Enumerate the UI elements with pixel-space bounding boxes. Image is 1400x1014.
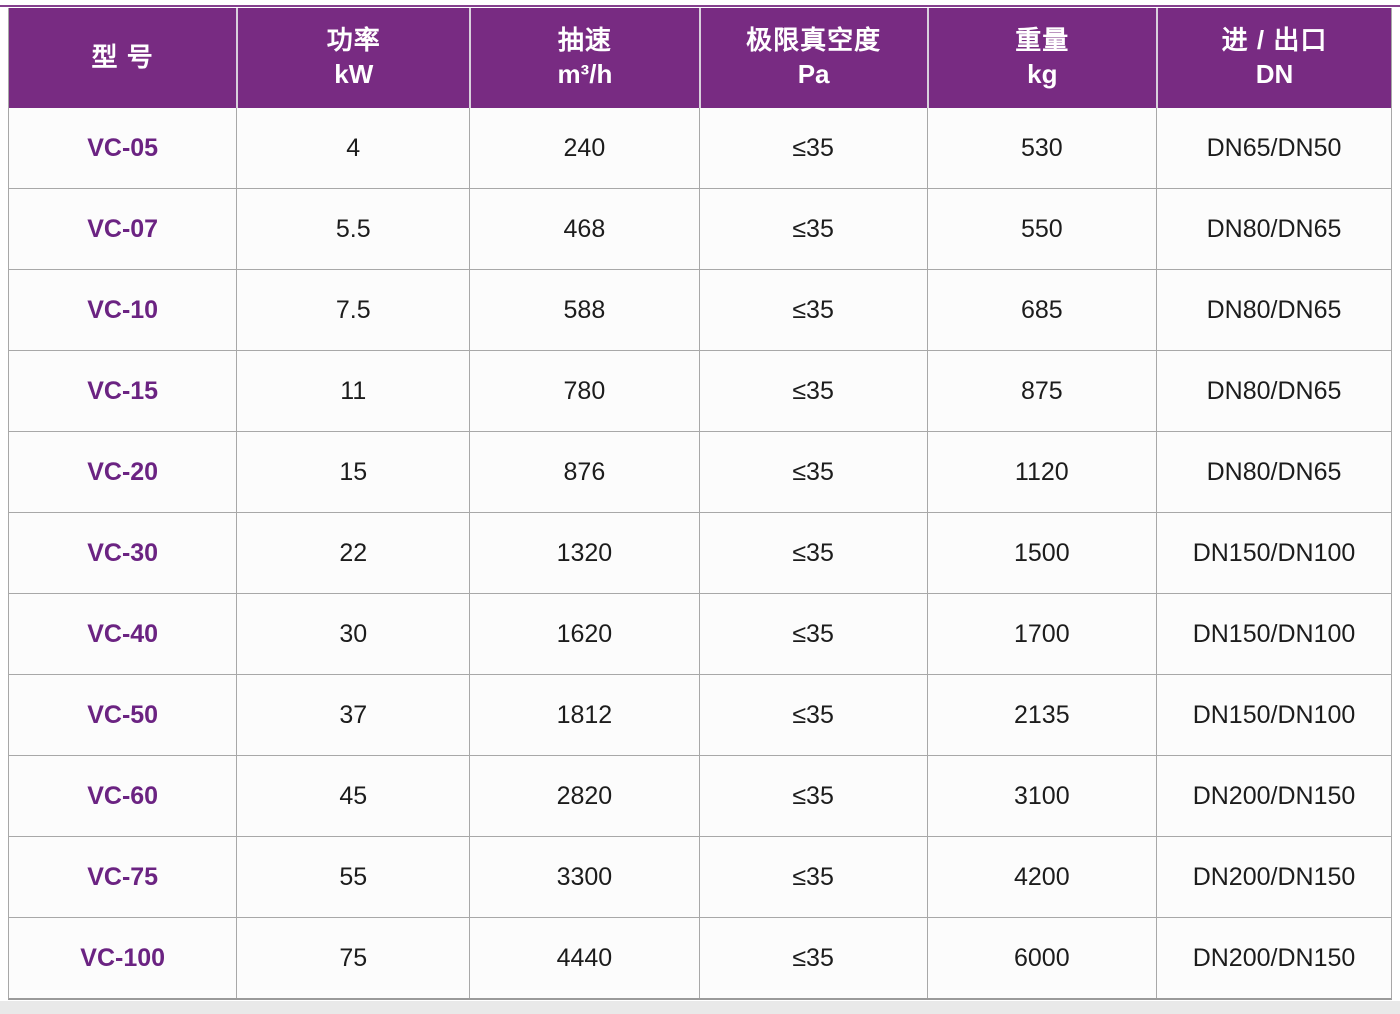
- cell-vacuum: ≤35: [698, 189, 927, 269]
- cell-power: 75: [236, 918, 469, 998]
- cell-ports: DN80/DN65: [1156, 270, 1391, 350]
- header-unit: kW: [334, 59, 374, 89]
- header-title: 重量: [1015, 25, 1070, 56]
- cell-ports: DN150/DN100: [1156, 513, 1391, 593]
- cell-vacuum: ≤35: [698, 756, 927, 836]
- cell-vacuum: ≤35: [698, 837, 927, 917]
- cell-weight: 875: [926, 351, 1156, 431]
- cell-power: 45: [236, 756, 469, 836]
- cell-vacuum: ≤35: [698, 351, 927, 431]
- table-row: VC-07 5.5 468 ≤35 550 DN80/DN65: [9, 188, 1391, 269]
- cell-model: VC-60: [87, 781, 159, 810]
- cell-model: VC-75: [87, 862, 159, 891]
- table-row: VC-100 75 4440 ≤35 6000 DN200/DN150: [9, 917, 1391, 998]
- cell-ports: DN80/DN65: [1156, 189, 1391, 269]
- cell-weight: 2135: [926, 675, 1156, 755]
- header-cell: 型 号: [9, 8, 236, 108]
- cell-model: VC-10: [87, 295, 159, 324]
- cell-power: 11: [236, 351, 469, 431]
- table-header-row: 型 号 功率 kW 抽速 m³/h 极限真空度 Pa 重量 kg 进 / 出口 …: [9, 8, 1391, 108]
- table-row: VC-50 37 1812 ≤35 2135 DN150/DN100: [9, 674, 1391, 755]
- cell-vacuum: ≤35: [698, 594, 927, 674]
- cell-speed: 1320: [469, 513, 698, 593]
- cell-speed: 4440: [469, 918, 698, 998]
- cell-ports: DN80/DN65: [1156, 432, 1391, 512]
- table-row: VC-20 15 876 ≤35 1120 DN80/DN65: [9, 431, 1391, 512]
- cell-ports: DN80/DN65: [1156, 351, 1391, 431]
- table-row: VC-40 30 1620 ≤35 1700 DN150/DN100: [9, 593, 1391, 674]
- cell-speed: 1620: [469, 594, 698, 674]
- table-row: VC-75 55 3300 ≤35 4200 DN200/DN150: [9, 836, 1391, 917]
- cell-weight: 4200: [926, 837, 1156, 917]
- cell-vacuum: ≤35: [698, 918, 927, 998]
- cell-model: VC-50: [87, 700, 159, 729]
- header-unit: kg: [1027, 59, 1058, 89]
- table-row: VC-15 11 780 ≤35 875 DN80/DN65: [9, 350, 1391, 431]
- cell-speed: 468: [469, 189, 698, 269]
- cell-model: VC-15: [87, 376, 159, 405]
- cell-model: VC-100: [80, 943, 166, 972]
- cell-speed: 240: [469, 108, 698, 188]
- table-row: VC-05 4 240 ≤35 530 DN65/DN50: [9, 108, 1391, 188]
- cell-vacuum: ≤35: [698, 513, 927, 593]
- cell-ports: DN150/DN100: [1156, 675, 1391, 755]
- cell-vacuum: ≤35: [698, 108, 927, 188]
- cell-speed: 1812: [469, 675, 698, 755]
- table-row: VC-10 7.5 588 ≤35 685 DN80/DN65: [9, 269, 1391, 350]
- cell-power: 30: [236, 594, 469, 674]
- cell-weight: 685: [926, 270, 1156, 350]
- top-divider-line: [0, 5, 1400, 7]
- header-unit: m³/h: [557, 59, 613, 89]
- cell-ports: DN200/DN150: [1156, 756, 1391, 836]
- header-unit: DN: [1255, 59, 1294, 89]
- cell-weight: 3100: [926, 756, 1156, 836]
- cell-speed: 2820: [469, 756, 698, 836]
- table-row: VC-60 45 2820 ≤35 3100 DN200/DN150: [9, 755, 1391, 836]
- cell-ports: DN150/DN100: [1156, 594, 1391, 674]
- cell-power: 4: [236, 108, 469, 188]
- header-cell: 重量 kg: [926, 8, 1156, 108]
- header-cell: 功率 kW: [236, 8, 469, 108]
- cell-power: 22: [236, 513, 469, 593]
- bottom-strip: [0, 1001, 1400, 1014]
- cell-vacuum: ≤35: [698, 432, 927, 512]
- header-title: 进 / 出口: [1221, 25, 1328, 56]
- cell-model: VC-07: [87, 214, 159, 243]
- cell-vacuum: ≤35: [698, 270, 927, 350]
- header-title: 极限真空度: [746, 25, 882, 56]
- cell-power: 5.5: [236, 189, 469, 269]
- cell-model: VC-05: [87, 133, 159, 162]
- header-cell: 进 / 出口 DN: [1156, 8, 1391, 108]
- header-cell: 极限真空度 Pa: [698, 8, 927, 108]
- header-title: 功率: [326, 25, 381, 56]
- cell-ports: DN65/DN50: [1156, 108, 1391, 188]
- cell-speed: 3300: [469, 837, 698, 917]
- cell-weight: 530: [926, 108, 1156, 188]
- header-title: 型 号: [91, 42, 154, 73]
- cell-weight: 6000: [926, 918, 1156, 998]
- header-cell: 抽速 m³/h: [469, 8, 698, 108]
- cell-model: VC-30: [87, 538, 159, 567]
- table-row: VC-30 22 1320 ≤35 1500 DN150/DN100: [9, 512, 1391, 593]
- table-body: VC-05 4 240 ≤35 530 DN65/DN50 VC-07 5.5 …: [9, 108, 1391, 998]
- cell-power: 55: [236, 837, 469, 917]
- cell-model: VC-40: [87, 619, 159, 648]
- cell-ports: DN200/DN150: [1156, 837, 1391, 917]
- cell-ports: DN200/DN150: [1156, 918, 1391, 998]
- cell-vacuum: ≤35: [698, 675, 927, 755]
- cell-power: 15: [236, 432, 469, 512]
- header-unit: Pa: [797, 59, 830, 89]
- cell-speed: 588: [469, 270, 698, 350]
- cell-speed: 780: [469, 351, 698, 431]
- header-title: 抽速: [557, 25, 612, 56]
- cell-power: 37: [236, 675, 469, 755]
- cell-weight: 550: [926, 189, 1156, 269]
- cell-weight: 1120: [926, 432, 1156, 512]
- cell-weight: 1500: [926, 513, 1156, 593]
- pump-spec-table: 型 号 功率 kW 抽速 m³/h 极限真空度 Pa 重量 kg 进 / 出口 …: [8, 8, 1392, 1000]
- cell-speed: 876: [469, 432, 698, 512]
- cell-weight: 1700: [926, 594, 1156, 674]
- cell-power: 7.5: [236, 270, 469, 350]
- cell-model: VC-20: [87, 457, 159, 486]
